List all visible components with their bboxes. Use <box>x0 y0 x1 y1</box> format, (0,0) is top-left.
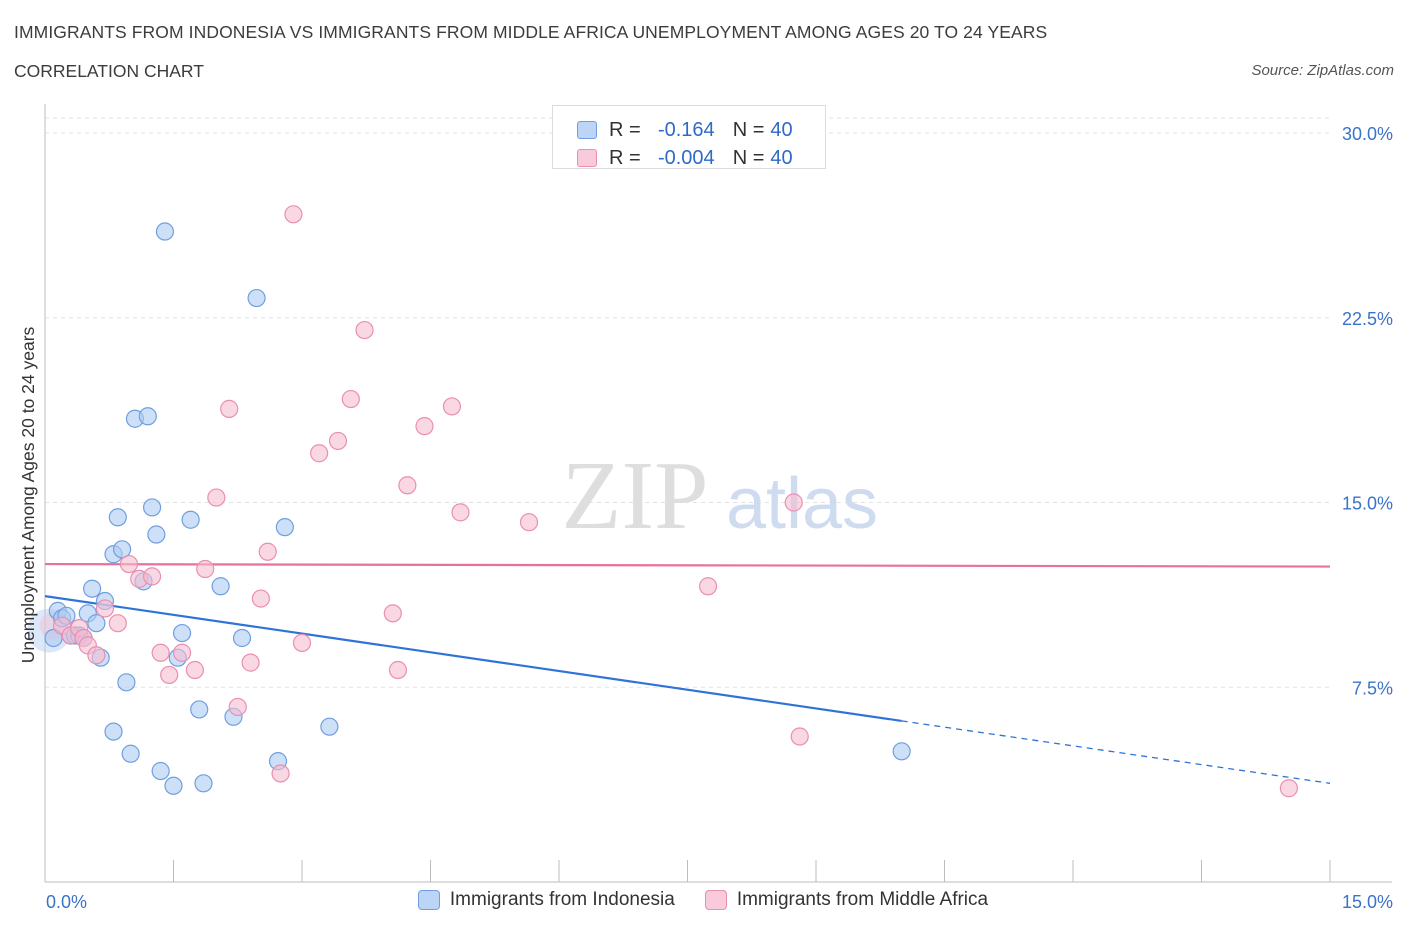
point-indonesia <box>164 776 183 795</box>
legend-item-middle-africa: Immigrants from Middle Africa <box>704 889 989 911</box>
chart-subtitle: CORRELATION CHART <box>14 61 204 81</box>
point-middle-africa <box>196 559 215 579</box>
point-middle-africa <box>284 205 303 224</box>
trend-line-middle-africa <box>44 562 1331 568</box>
chart-title: IMMIGRANTS FROM INDONESIA VS IMMIGRANTS … <box>14 22 1048 42</box>
point-indonesia <box>87 614 106 633</box>
point-middle-africa <box>383 604 402 623</box>
stats-row-middle-africa: R = -0.004 N = 40 <box>577 145 793 171</box>
legend-item-indonesia: Immigrants from Indonesia <box>417 889 675 911</box>
trend-line-extension-indonesia <box>901 720 1331 784</box>
trend-lines <box>44 562 1331 784</box>
point-indonesia <box>247 288 266 308</box>
y-tick-label: 7.5% <box>1352 678 1393 698</box>
x-tick-label-min: 0.0% <box>46 892 87 912</box>
gridlines <box>45 117 1330 688</box>
y-tick-label: 22.5% <box>1342 309 1393 329</box>
point-indonesia <box>117 673 136 692</box>
x-tick-label-max: 15.0% <box>1342 892 1393 912</box>
point-indonesia <box>275 518 294 537</box>
n-value-indonesia: 40 <box>770 118 793 141</box>
point-middle-africa <box>108 614 127 633</box>
point-middle-africa <box>271 764 290 783</box>
point-indonesia <box>320 717 339 736</box>
point-indonesia <box>138 407 157 426</box>
correlation-stats-box: R = -0.164 N = 40 R = -0.004 N = 40 <box>552 105 826 169</box>
n-label: N = <box>732 146 765 169</box>
legend-label-middle-africa: Immigrants from Middle Africa <box>736 889 989 910</box>
legend-label-indonesia: Immigrants from Indonesia <box>449 889 675 910</box>
point-indonesia <box>232 628 252 648</box>
point-middle-africa <box>442 397 462 416</box>
stats-swatch-middle-africa <box>577 149 597 167</box>
point-indonesia <box>108 508 127 527</box>
r-value-indonesia: -0.164 <box>657 118 715 141</box>
point-middle-africa <box>220 399 239 418</box>
r-label: R = <box>609 146 641 169</box>
legend: Immigrants from Indonesia Immigrants fro… <box>0 889 1406 911</box>
point-middle-africa <box>1279 779 1298 798</box>
point-indonesia <box>211 577 230 596</box>
r-value-middle-africa: -0.004 <box>657 146 715 169</box>
n-value-middle-africa: 40 <box>770 146 793 169</box>
point-indonesia <box>172 623 192 643</box>
source-note: Source: ZipAtlas.com <box>1251 62 1394 79</box>
stats-row-indonesia: R = -0.164 N = 40 <box>577 117 793 143</box>
point-indonesia <box>104 722 123 741</box>
legend-swatch-middle-africa <box>704 890 727 910</box>
point-middle-africa <box>790 727 809 746</box>
point-indonesia <box>112 540 132 559</box>
point-middle-africa <box>398 476 417 495</box>
point-middle-africa <box>519 513 539 532</box>
point-indonesia <box>155 222 175 241</box>
point-indonesia <box>83 579 102 598</box>
point-middle-africa <box>415 417 434 436</box>
point-middle-africa <box>355 320 374 340</box>
point-middle-africa <box>292 633 312 653</box>
point-indonesia <box>147 525 166 544</box>
point-middle-africa <box>95 599 115 618</box>
trend-line-indonesia <box>44 595 902 723</box>
point-middle-africa <box>451 503 470 522</box>
point-middle-africa <box>160 665 179 685</box>
n-label: N = <box>732 118 765 141</box>
point-middle-africa <box>784 493 803 512</box>
data-points <box>27 205 1298 798</box>
point-indonesia <box>181 510 200 529</box>
legend-swatch-indonesia <box>417 890 440 910</box>
point-middle-africa <box>241 653 260 672</box>
point-middle-africa <box>185 660 205 680</box>
point-middle-africa <box>87 646 106 665</box>
point-middle-africa <box>251 589 270 608</box>
point-middle-africa <box>258 542 277 561</box>
point-indonesia <box>190 700 209 719</box>
point-middle-africa <box>172 643 192 662</box>
point-middle-africa <box>341 389 360 409</box>
y-axis-label: Unemployment Among Ages 20 to 24 years <box>18 326 38 663</box>
point-middle-africa <box>388 660 408 680</box>
axes <box>44 104 1392 883</box>
point-middle-africa <box>151 643 170 662</box>
r-label: R = <box>609 118 641 141</box>
point-indonesia <box>194 774 213 793</box>
point-indonesia <box>142 498 162 517</box>
y-tick-label: 15.0% <box>1342 494 1393 514</box>
point-middle-africa <box>119 554 139 574</box>
point-middle-africa <box>228 697 247 717</box>
point-indonesia <box>892 742 911 761</box>
point-middle-africa <box>142 567 162 586</box>
tick-labels: 7.5% 15.0% 22.5% 30.0% 0.0% 15.0% <box>46 124 1393 912</box>
stats-swatch-indonesia <box>577 121 597 139</box>
y-tick-label: 30.0% <box>1342 124 1393 144</box>
point-middle-africa <box>207 488 226 507</box>
point-middle-africa <box>698 577 718 596</box>
point-indonesia <box>121 744 140 763</box>
point-middle-africa <box>328 431 348 451</box>
point-middle-africa <box>310 444 329 463</box>
point-indonesia <box>151 761 170 781</box>
watermark-zip: ZIP <box>562 442 709 550</box>
